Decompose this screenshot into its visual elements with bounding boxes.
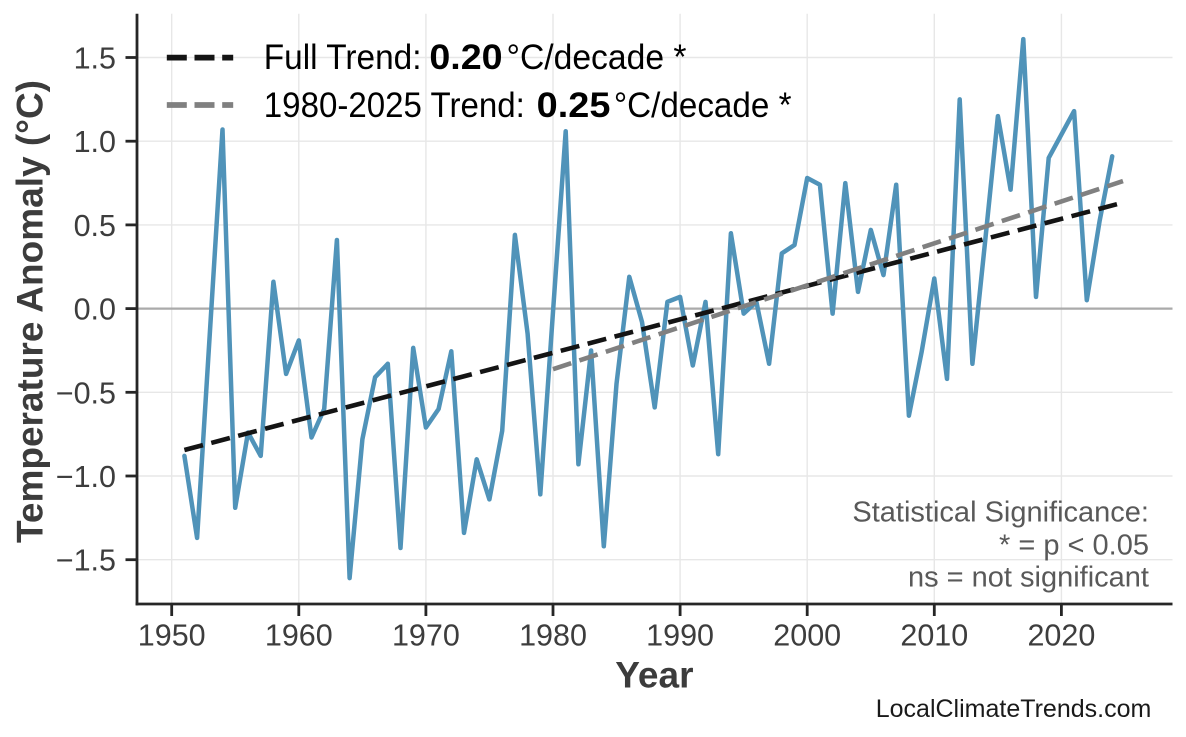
svg-text:°C/decade *: °C/decade * xyxy=(507,38,687,77)
svg-text:Statistical Significance:: Statistical Significance: xyxy=(852,497,1149,529)
svg-text:1960: 1960 xyxy=(265,619,333,653)
svg-text:1970: 1970 xyxy=(392,619,460,653)
svg-text:Temperature Anomaly (°C): Temperature Anomaly (°C) xyxy=(9,80,50,543)
svg-text:1.5: 1.5 xyxy=(74,42,116,76)
svg-text:ns = not significant: ns = not significant xyxy=(908,562,1149,594)
svg-text:Year: Year xyxy=(615,655,693,696)
svg-text:1990: 1990 xyxy=(646,619,714,653)
svg-text:−0.5: −0.5 xyxy=(56,376,116,410)
svg-text:1980: 1980 xyxy=(519,619,587,653)
svg-text:2010: 2010 xyxy=(900,619,968,653)
svg-text:1950: 1950 xyxy=(138,619,206,653)
svg-text:1980-2025 Trend:: 1980-2025 Trend: xyxy=(264,86,525,125)
svg-text:−1.5: −1.5 xyxy=(56,544,116,578)
svg-text:−1.0: −1.0 xyxy=(56,460,116,494)
svg-text:2000: 2000 xyxy=(773,619,841,653)
svg-text:0.20: 0.20 xyxy=(429,38,502,77)
svg-text:°C/decade *: °C/decade * xyxy=(614,86,792,125)
svg-text:LocalClimateTrends.com: LocalClimateTrends.com xyxy=(876,695,1152,723)
svg-text:Full Trend:: Full Trend: xyxy=(264,38,422,77)
svg-text:2020: 2020 xyxy=(1027,619,1095,653)
svg-text:1.0: 1.0 xyxy=(74,125,116,159)
svg-text:0.5: 0.5 xyxy=(74,209,116,243)
svg-text:* = p < 0.05: * = p < 0.05 xyxy=(999,530,1149,562)
svg-text:0.25: 0.25 xyxy=(537,86,611,125)
svg-text:0.0: 0.0 xyxy=(74,293,116,327)
